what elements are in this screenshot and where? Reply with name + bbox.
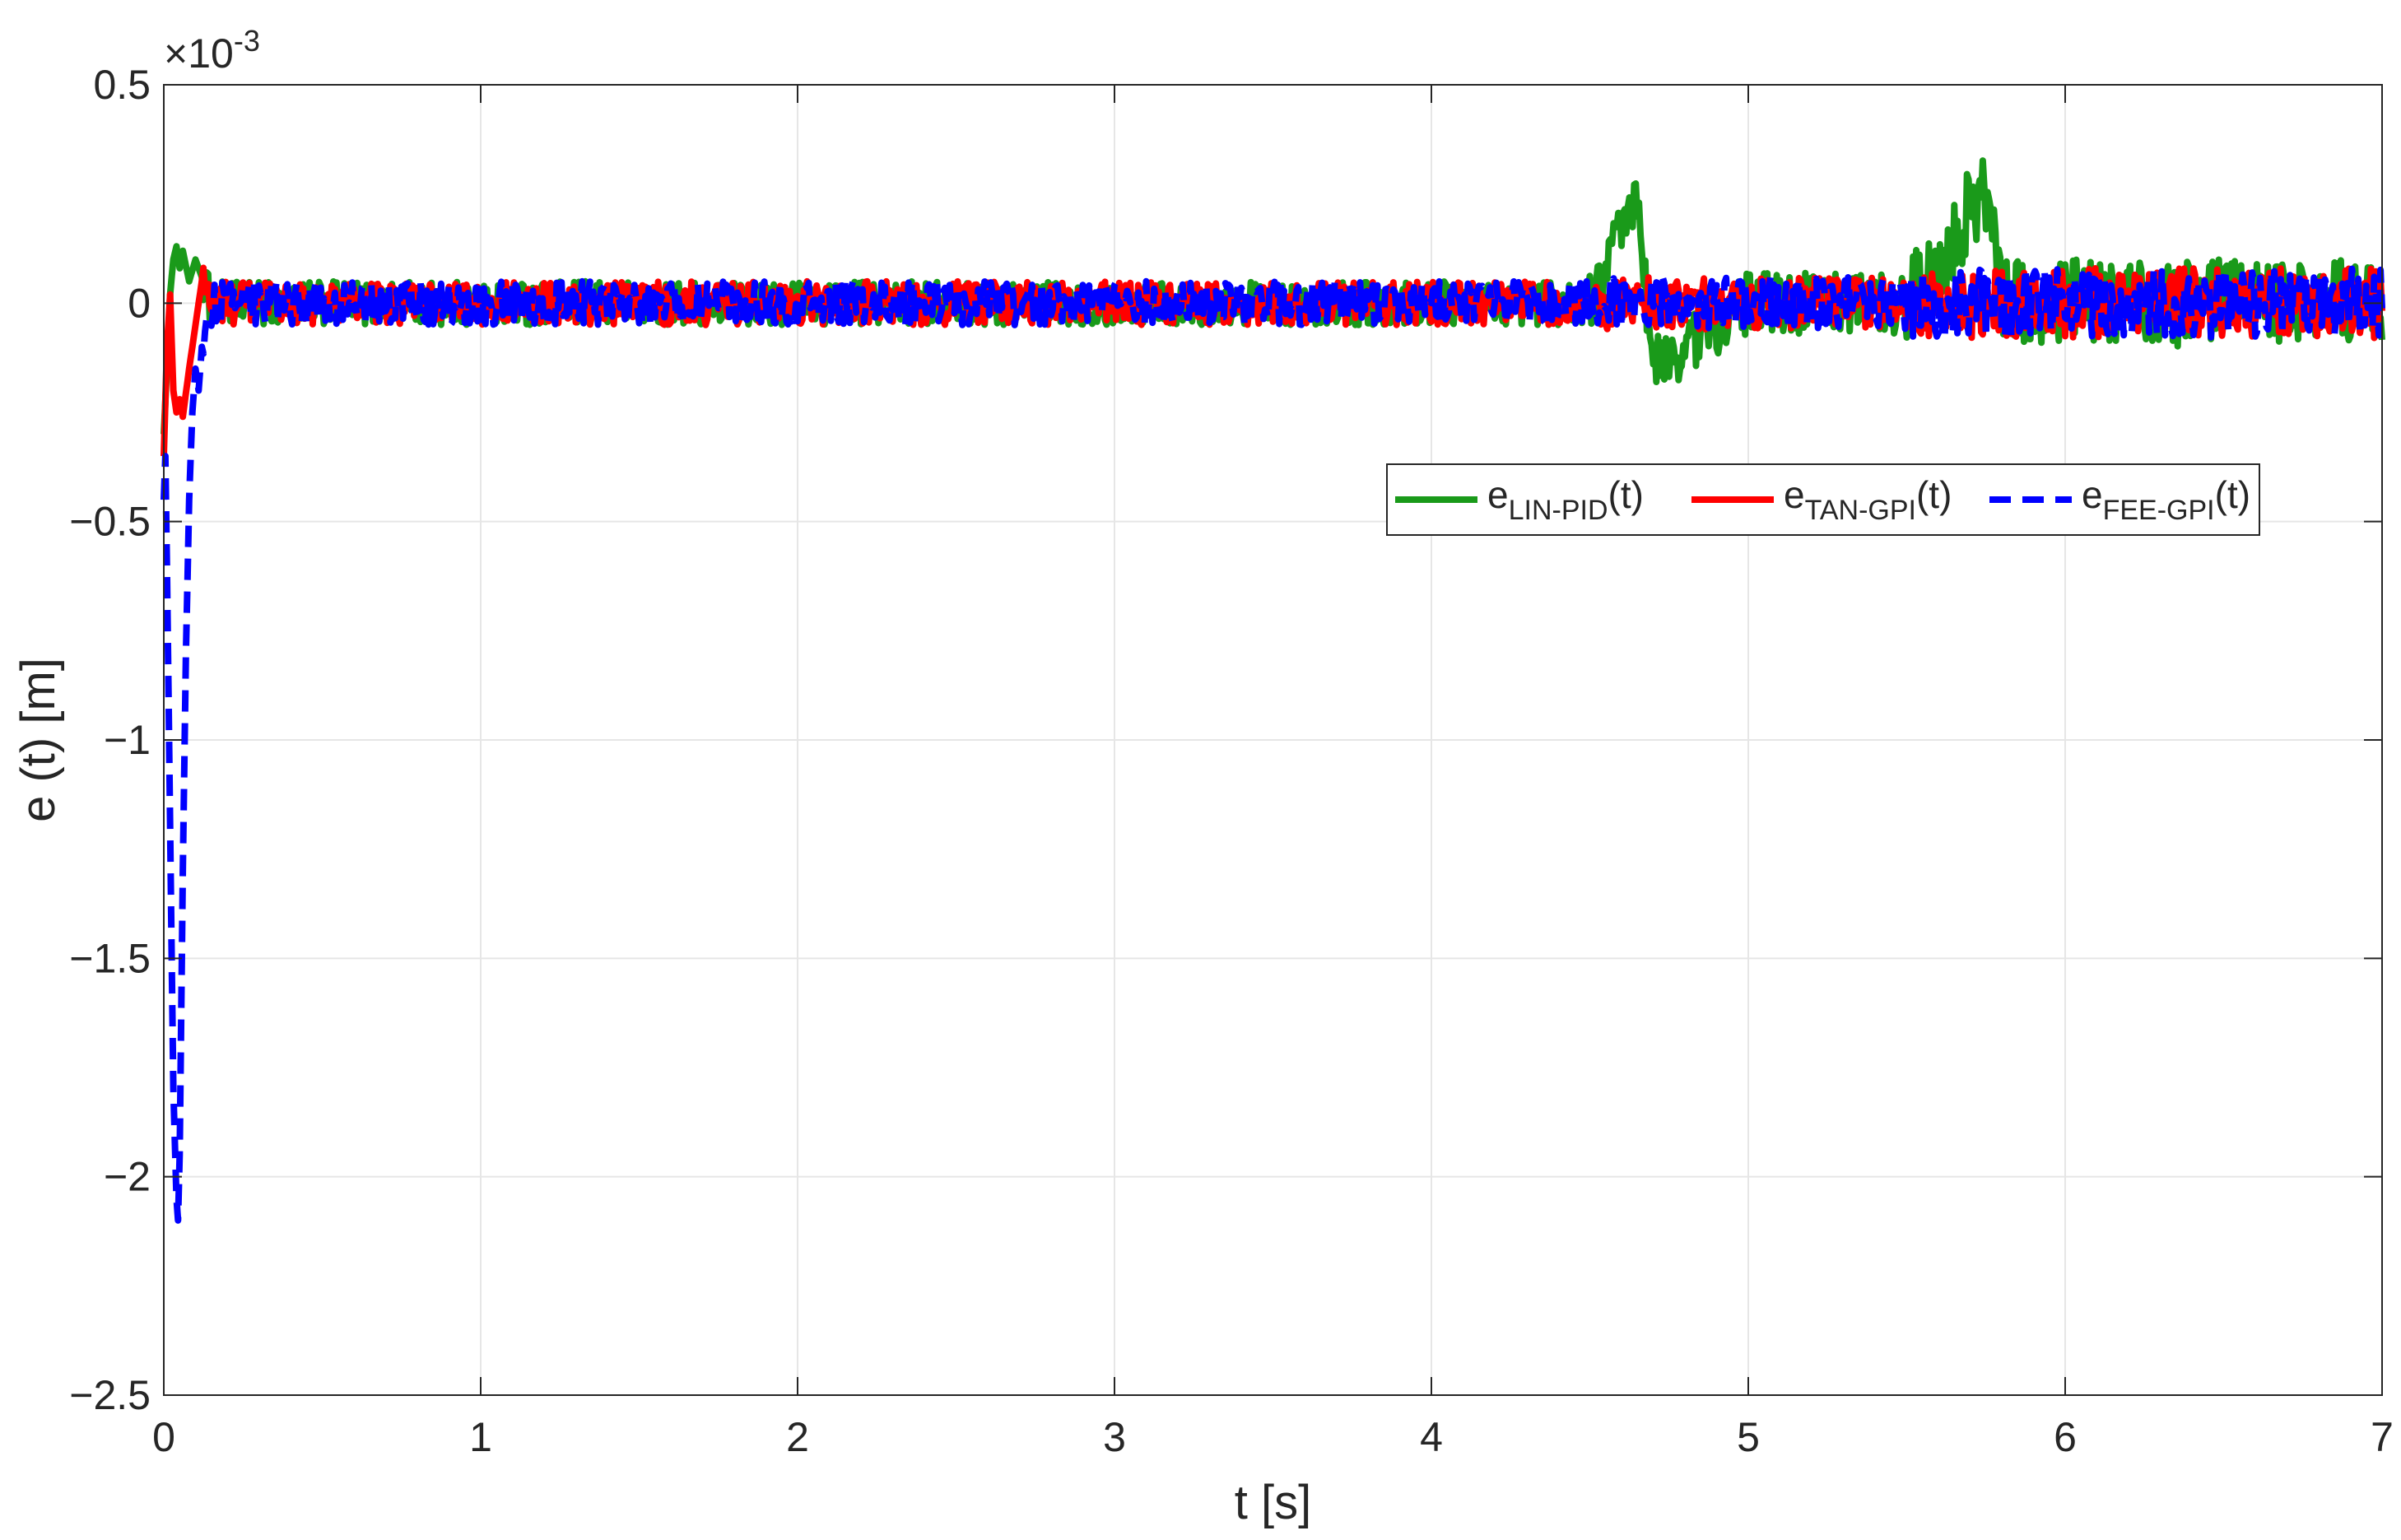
x-tick-label: 5 (1737, 1414, 1760, 1460)
y-tick-label: −0.5 (69, 499, 151, 545)
x-axis-label: t [s] (1235, 1476, 1311, 1529)
y-exponent-label: ×10-3 (164, 24, 260, 77)
axis-ticks: 0 1 2 3 4 5 6 7 −2.5 −2 −1.5 −1 −0.5 0 0.5 (69, 62, 2394, 1460)
legend-entry-label: eTAN-GPI(t) (1784, 473, 1952, 526)
y-tick-label: −1.5 (69, 935, 151, 981)
y-tick-label: −2 (104, 1154, 151, 1200)
y-tick-label: 0.5 (93, 62, 151, 108)
plot-series (161, 157, 2385, 1224)
y-exponent-base: ×10 (164, 30, 234, 77)
y-tick-label: 0 (128, 280, 151, 326)
y-exponent-power: -3 (234, 24, 260, 58)
legend-entry-label: eFEE-GPI(t) (2082, 473, 2250, 526)
x-tick-label: 7 (2371, 1414, 2394, 1460)
legend-box (1386, 463, 2260, 536)
legend: eLIN-PID(t) eTAN-GPI(t) eFEE-GPI(t) (1386, 463, 2260, 536)
x-tick-label: 3 (1103, 1414, 1126, 1460)
y-axis-label: e (t) [m] (12, 658, 65, 822)
y-tick-label: −1 (104, 717, 151, 763)
legend-entry-label: eLIN-PID(t) (1487, 473, 1644, 526)
y-tick-label: −2.5 (69, 1372, 151, 1418)
x-tick-label: 0 (152, 1414, 175, 1460)
series-line-fee-gpi (161, 265, 2385, 1224)
x-tick-label: 6 (2054, 1414, 2077, 1460)
x-tick-label: 4 (1420, 1414, 1443, 1460)
x-tick-label: 2 (786, 1414, 809, 1460)
x-tick-label: 1 (469, 1414, 492, 1460)
